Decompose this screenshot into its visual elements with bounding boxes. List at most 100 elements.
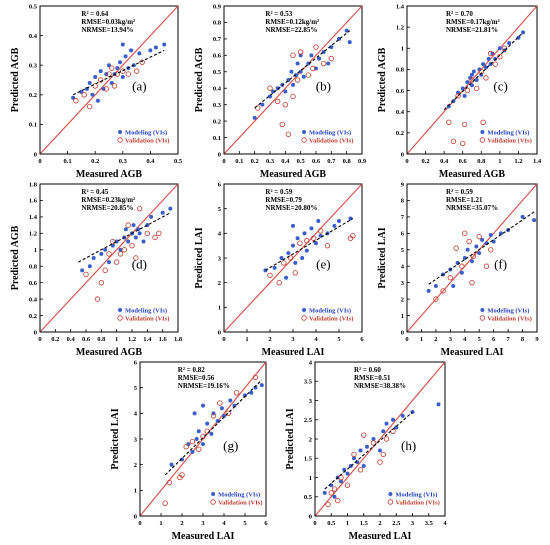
legend-validation-label: Validation (VIs)	[309, 137, 353, 144]
modeling-point	[291, 223, 295, 228]
legend-validation-marker	[479, 137, 486, 143]
y-tick-label: 1.5	[304, 456, 313, 463]
x-tick-label: 0.4	[281, 158, 290, 165]
legend-validation-marker	[210, 499, 216, 505]
modeling-point	[332, 494, 337, 499]
modeling-point	[465, 247, 470, 252]
x-tick-label: 5	[243, 520, 247, 527]
chart-svg: 0 1 2 3 4 5 6 0 1 2 3 4 5 6 Measured LAI Predicted LAI R…	[194, 181, 364, 358]
modeling-point	[490, 51, 495, 56]
legend-modeling-marker	[211, 492, 216, 496]
legend-validation-marker	[301, 137, 307, 143]
validation-point	[292, 270, 298, 276]
chart-panel: 0 1 2 3 4 5 6 0 1 2 3 4 5 6 Measured LAI Predicted LAI R…	[184, 178, 367, 358]
validation-point	[125, 222, 131, 228]
x-tick-label: 0.5	[327, 520, 336, 527]
validation-point	[81, 92, 87, 98]
stat-annotation: RMSE=0.23kg/m²	[81, 196, 135, 204]
x-tick-label: 0.4	[67, 336, 76, 343]
legend-modeling-marker	[118, 308, 123, 312]
validation-point	[383, 436, 390, 442]
stat-annotation: R² = 0.59	[446, 188, 473, 196]
x-tick-label: 3.5	[425, 520, 434, 527]
modeling-point	[384, 421, 389, 426]
y-tick-label: 3.5	[304, 379, 313, 386]
panel-label: (b)	[316, 78, 331, 93]
validation-point	[281, 260, 287, 266]
legend-modeling-marker	[388, 492, 393, 496]
y-tick-label: 0	[134, 513, 137, 520]
modeling-point	[123, 54, 128, 59]
y-tick-label: 8	[401, 198, 405, 205]
validation-point	[324, 242, 331, 249]
modeling-point	[190, 449, 195, 454]
x-tick-label: 1.2	[128, 336, 136, 343]
validation-point	[455, 93, 461, 99]
validation-point	[129, 242, 135, 249]
x-tick-label: 1	[115, 336, 118, 343]
validation-point	[210, 413, 217, 419]
plot-frame	[406, 183, 538, 333]
validation-point	[492, 61, 498, 67]
x-axis-label: Measured LAI	[441, 347, 504, 358]
modeling-point	[486, 56, 491, 61]
validation-point	[459, 263, 465, 269]
validation-point	[86, 103, 93, 110]
fit-line	[254, 30, 351, 109]
one-to-one-line	[406, 5, 538, 155]
validation-point	[274, 98, 281, 105]
modeling-point	[410, 410, 415, 415]
chart-panel: 0 0.2 0.4 0.6 0.8 1 1.2 1.4 1.6 1.8 0 0.2 0.4 0.6 0.8 1…	[0, 178, 184, 358]
modeling-point	[291, 243, 295, 248]
validation-point	[361, 432, 367, 438]
legend-validation-label: Validation (VIs)	[487, 137, 531, 144]
validation-point	[469, 279, 475, 286]
legend-validation-label: Validation (VIs)	[218, 499, 262, 506]
modeling-point	[95, 98, 100, 103]
modeling-point	[471, 69, 476, 74]
chart-panel: 0 0.1 0.2 0.3 0.4 0.5 0 0.1 0.2 0.3 0.4 0.5 Measured…	[0, 0, 184, 180]
validation-point	[133, 68, 140, 74]
modeling-point	[493, 56, 498, 61]
x-tick-label: 4	[222, 520, 226, 527]
validation-point	[461, 121, 468, 128]
modeling-point	[309, 226, 314, 231]
x-tick-label: 5	[337, 336, 341, 343]
validation-point	[106, 251, 112, 257]
validation-point	[331, 486, 338, 492]
legend-modeling-label: Modeling (VIs)	[395, 491, 437, 498]
y-tick-label: 0.6	[29, 280, 38, 287]
validation-point	[310, 235, 317, 241]
modeling-point	[462, 93, 467, 98]
validation-point	[162, 500, 168, 506]
validation-point	[166, 479, 173, 486]
stat-annotation: NRMSE=22.85%	[265, 26, 317, 34]
y-tick-label: 3	[134, 436, 138, 443]
legend-modeling-label: Modeling (VIs)	[309, 307, 351, 314]
legend-validation-label: Validation (VIs)	[125, 137, 169, 144]
stat-annotation: RMSE=0.17kg/m²	[446, 18, 500, 26]
modeling-point	[272, 265, 277, 270]
validation-point	[462, 230, 468, 237]
x-tick-label: 6	[264, 520, 268, 527]
modeling-point	[162, 42, 167, 47]
validation-point	[476, 233, 482, 240]
x-axis-label: Measured AGB	[439, 169, 506, 180]
x-axis-label: Measured LAI	[349, 531, 412, 542]
legend-validation-marker	[301, 315, 307, 321]
modeling-point	[141, 239, 146, 244]
x-tick-label: 9	[535, 336, 539, 343]
legend-validation-label: Validation (VIs)	[395, 499, 439, 506]
validation-point	[344, 482, 351, 488]
y-tick-label: 6	[218, 181, 222, 188]
modeling-point	[470, 259, 474, 264]
x-tick-label: 2	[180, 520, 183, 527]
x-tick-label: 1	[159, 520, 162, 527]
x-tick-label: 1	[245, 336, 248, 343]
modeling-point	[284, 275, 289, 280]
validation-point	[304, 238, 310, 244]
validation-point	[111, 83, 118, 89]
validation-point	[313, 44, 319, 50]
x-tick-label: 0	[38, 158, 41, 165]
chart-panel: 0 0.1 0.2 0.3 0.4 0.5 0.6 0.7 0.8 0.9 0 0.1 0.2 0.3 0.…	[184, 0, 367, 180]
